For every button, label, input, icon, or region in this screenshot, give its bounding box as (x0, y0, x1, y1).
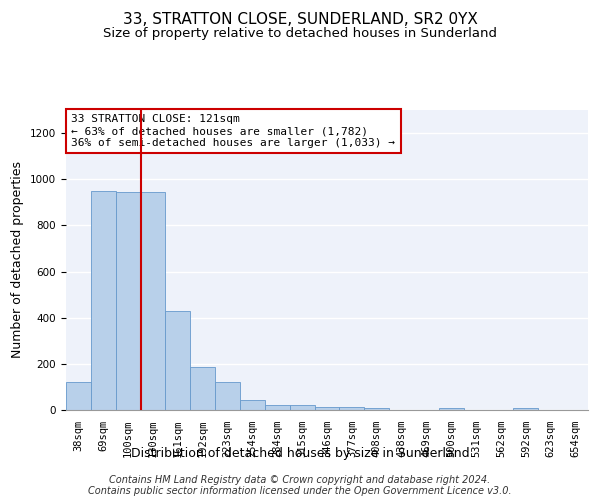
Bar (190, 368, 215, 410)
Text: Contains HM Land Registry data © Crown copyright and database right 2024.: Contains HM Land Registry data © Crown c… (109, 475, 491, 485)
Bar (290, 406, 314, 410)
Text: Size of property relative to detached houses in Sunderland: Size of property relative to detached ho… (103, 28, 497, 40)
Bar (514, 408, 538, 410)
Bar (240, 400, 265, 410)
Bar (116, 192, 140, 410)
Bar (91, 191, 116, 410)
Bar (439, 408, 464, 410)
Bar (314, 406, 340, 410)
Bar (265, 406, 290, 410)
Bar (364, 408, 389, 410)
Text: 33 STRATTON CLOSE: 121sqm
← 63% of detached houses are smaller (1,782)
36% of se: 33 STRATTON CLOSE: 121sqm ← 63% of detac… (71, 114, 395, 148)
Bar (66, 382, 91, 410)
Text: 33, STRATTON CLOSE, SUNDERLAND, SR2 0YX: 33, STRATTON CLOSE, SUNDERLAND, SR2 0YX (122, 12, 478, 28)
Bar (215, 382, 240, 410)
Bar (340, 406, 364, 410)
Y-axis label: Number of detached properties: Number of detached properties (11, 162, 25, 358)
Bar (140, 192, 166, 410)
Text: Distribution of detached houses by size in Sunderland: Distribution of detached houses by size … (131, 448, 469, 460)
Text: Contains public sector information licensed under the Open Government Licence v3: Contains public sector information licen… (88, 486, 512, 496)
Bar (166, 311, 190, 410)
